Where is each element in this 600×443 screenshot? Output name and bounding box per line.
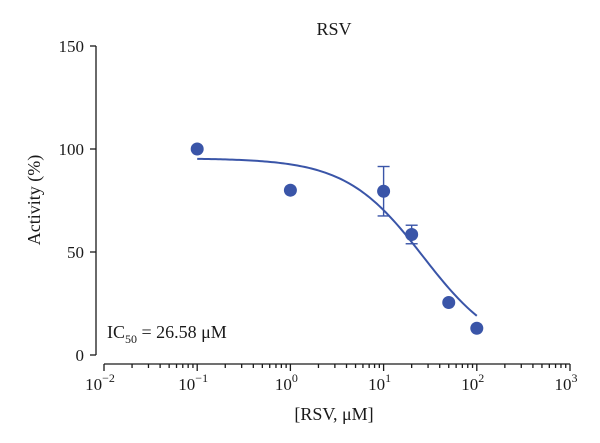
data-point bbox=[405, 227, 419, 241]
data-points bbox=[190, 142, 484, 335]
x-tick-label: 103 bbox=[555, 371, 578, 394]
data-point bbox=[283, 183, 297, 197]
x-tick-label: 101 bbox=[368, 371, 391, 394]
data-point bbox=[470, 321, 484, 335]
y-axis: 0 50 100 150 bbox=[59, 37, 97, 365]
data-point bbox=[377, 184, 391, 198]
fit-layer bbox=[197, 157, 478, 317]
ic50-annotation: IC50 = 26.58 μM bbox=[107, 322, 227, 346]
fit-curve bbox=[197, 157, 478, 317]
x-axis-title: [RSV, μM] bbox=[294, 404, 373, 424]
y-axis-title: Activity (%) bbox=[24, 155, 45, 245]
x-tick-label: 102 bbox=[461, 371, 484, 394]
data-point bbox=[190, 142, 204, 156]
ic50-subscript: 50 bbox=[125, 332, 137, 346]
x-tick-label: 100 bbox=[275, 371, 298, 394]
data-point bbox=[442, 295, 456, 309]
ic50-prefix: IC bbox=[107, 322, 125, 342]
x-axis: 10−2 10−1 100 101 102 103 bbox=[85, 363, 578, 394]
x-tick-label: 10−1 bbox=[178, 371, 208, 394]
y-tick-label: 50 bbox=[67, 243, 84, 262]
y-tick-label: 0 bbox=[76, 346, 85, 365]
y-tick-label: 150 bbox=[59, 37, 85, 56]
x-tick-label: 10−2 bbox=[85, 371, 115, 394]
y-tick-label: 100 bbox=[59, 140, 85, 159]
chart-title: RSV bbox=[316, 19, 351, 39]
ic50-value: = 26.58 μM bbox=[137, 322, 227, 342]
